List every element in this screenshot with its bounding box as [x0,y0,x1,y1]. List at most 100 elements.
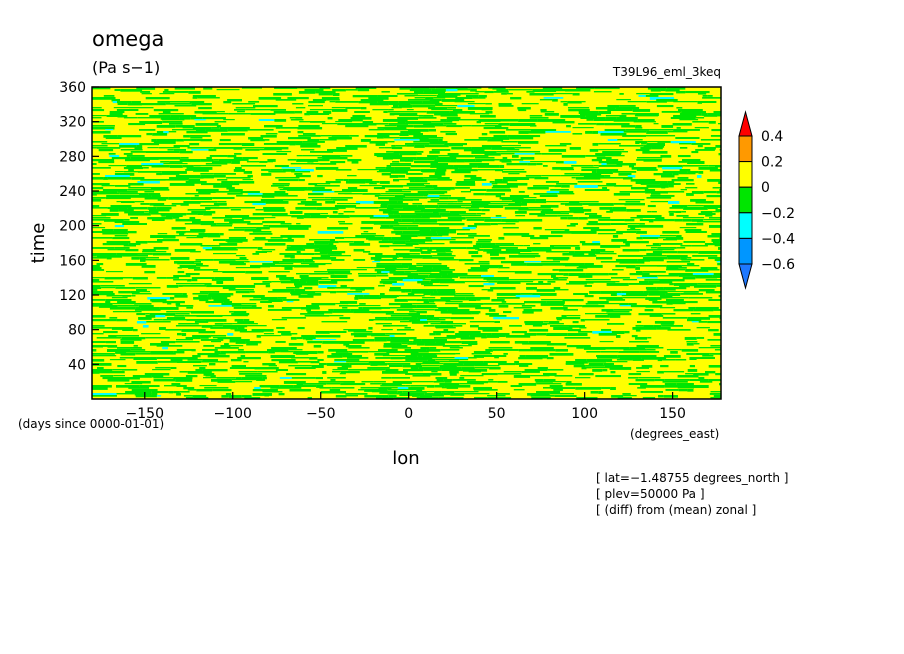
heatmap-cell [685,187,698,189]
heatmap-cell [563,305,583,307]
heatmap-cell [540,109,547,112]
heatmap-cell [275,127,281,129]
heatmap-cell [232,103,256,105]
heatmap-cell [494,321,500,323]
heatmap-cell [646,253,662,256]
heatmap-cell [256,379,266,381]
heatmap-cell [654,321,675,324]
heatmap-cell [568,207,584,210]
heatmap-cell [309,263,326,266]
heatmap-cell [468,357,477,359]
heatmap-cell [373,319,385,321]
heatmap-cell [434,159,451,162]
heatmap-cell [422,365,440,367]
heatmap-cell [612,269,624,271]
heatmap-cell [238,371,258,373]
heatmap-cell [332,93,340,96]
heatmap-cell [92,387,108,390]
heatmap-cell [418,351,429,353]
heatmap-cell [525,355,549,358]
heatmap-cell [642,271,666,273]
heatmap-cell [335,179,344,181]
heatmap-cell [467,269,488,272]
heatmap-cell [642,397,656,399]
heatmap-cell [486,335,500,338]
heatmap-cell [506,149,520,151]
heatmap-cell [235,381,253,383]
heatmap-cell [320,255,330,258]
heatmap-cell [557,193,575,195]
heatmap-cell [169,183,195,186]
heatmap-cell [676,247,686,249]
heatmap-cell [602,369,608,372]
heatmap-cell [331,135,350,137]
heatmap-cell [529,329,549,332]
heatmap-cell [672,123,692,126]
heatmap-cell [350,287,375,290]
heatmap-cell [148,193,161,196]
heatmap-cell [379,209,392,212]
heatmap-cell [217,337,242,340]
heatmap-cell [387,317,403,319]
heatmap-cell [92,281,114,283]
heatmap-cell [343,179,349,181]
heatmap-cell [136,145,143,148]
heatmap-cell [434,325,454,328]
heatmap-cell [628,373,642,376]
heatmap-cell [505,221,519,223]
heatmap-cell [92,363,112,366]
heatmap-cell [645,297,662,300]
heatmap-cell [499,159,512,162]
heatmap-cell [113,229,128,232]
heatmap-cell [468,209,482,211]
heatmap-cell [686,257,692,259]
heatmap-cell [578,123,597,125]
heatmap-cell [322,157,348,160]
heatmap-cell [645,95,659,97]
heatmap-cell [416,157,437,160]
heatmap-cell [449,241,473,244]
heatmap-cell [112,101,117,104]
heatmap-cell [339,223,353,225]
heatmap-cell [659,279,685,282]
colorbar-min-triangle [738,263,753,290]
heatmap-cell [334,191,352,193]
heatmap-cell [163,163,188,165]
heatmap-cell [671,179,694,182]
heatmap-cell [130,337,146,340]
heatmap-cell [557,215,573,217]
heatmap-cell [706,195,721,198]
heatmap-cell [311,303,336,306]
heatmap-cell [624,219,635,222]
heatmap-cell [464,139,488,141]
heatmap-cell [212,389,232,392]
heatmap-cell [145,259,170,261]
heatmap-cell [405,359,419,361]
heatmap-cell [213,173,236,175]
heatmap-cell [380,193,404,195]
heatmap-cell [340,155,353,157]
heatmap-cell [368,327,373,330]
heatmap-cell [396,93,418,95]
heatmap-cell [198,233,220,236]
heatmap-cell [348,329,367,332]
heatmap-cell [497,281,521,284]
heatmap-cell [390,357,403,360]
heatmap-cell [198,107,212,110]
heatmap-cell [650,195,675,197]
heatmap-cell [431,371,438,373]
heatmap-cell [541,209,554,212]
heatmap-cell [397,121,406,124]
heatmap-cell [405,143,430,145]
heatmap-cell [92,219,104,221]
heatmap-cell [267,159,276,162]
y-tick-label: 160 [59,253,86,269]
heatmap-cell [92,267,102,270]
heatmap-cell [602,187,607,190]
heatmap-cell [295,107,306,109]
heatmap-cell [166,317,186,320]
heatmap-cell [270,265,282,267]
heatmap-cell [599,341,614,343]
heatmap-cell [278,361,298,364]
heatmap-cell [187,209,206,211]
